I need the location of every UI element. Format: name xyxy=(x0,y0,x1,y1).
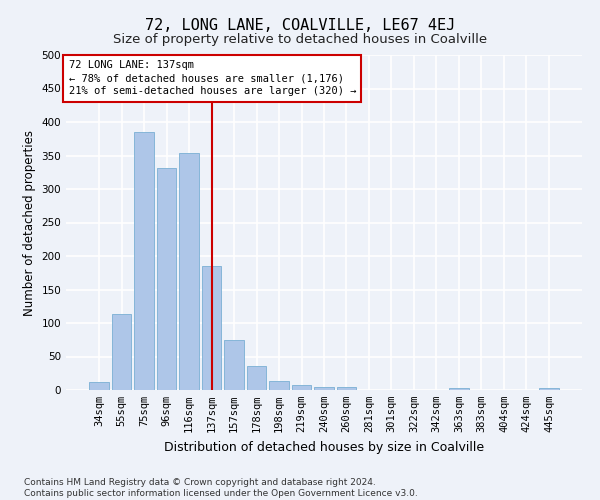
Bar xyxy=(157,168,176,390)
Text: 72 LONG LANE: 137sqm
← 78% of detached houses are smaller (1,176)
21% of semi-de: 72 LONG LANE: 137sqm ← 78% of detached h… xyxy=(68,60,356,96)
Bar xyxy=(179,154,199,390)
Bar xyxy=(202,266,221,390)
X-axis label: Distribution of detached houses by size in Coalville: Distribution of detached houses by size … xyxy=(164,440,484,454)
Bar xyxy=(539,388,559,390)
Bar xyxy=(337,388,356,390)
Bar xyxy=(449,388,469,390)
Bar xyxy=(292,386,311,390)
Text: Contains HM Land Registry data © Crown copyright and database right 2024.
Contai: Contains HM Land Registry data © Crown c… xyxy=(24,478,418,498)
Text: 72, LONG LANE, COALVILLE, LE67 4EJ: 72, LONG LANE, COALVILLE, LE67 4EJ xyxy=(145,18,455,32)
Bar xyxy=(224,340,244,390)
Bar xyxy=(314,386,334,390)
Bar xyxy=(112,314,131,390)
Bar xyxy=(134,132,154,390)
Bar xyxy=(247,366,266,390)
Y-axis label: Number of detached properties: Number of detached properties xyxy=(23,130,36,316)
Text: Size of property relative to detached houses in Coalville: Size of property relative to detached ho… xyxy=(113,32,487,46)
Bar xyxy=(89,382,109,390)
Bar xyxy=(269,382,289,390)
